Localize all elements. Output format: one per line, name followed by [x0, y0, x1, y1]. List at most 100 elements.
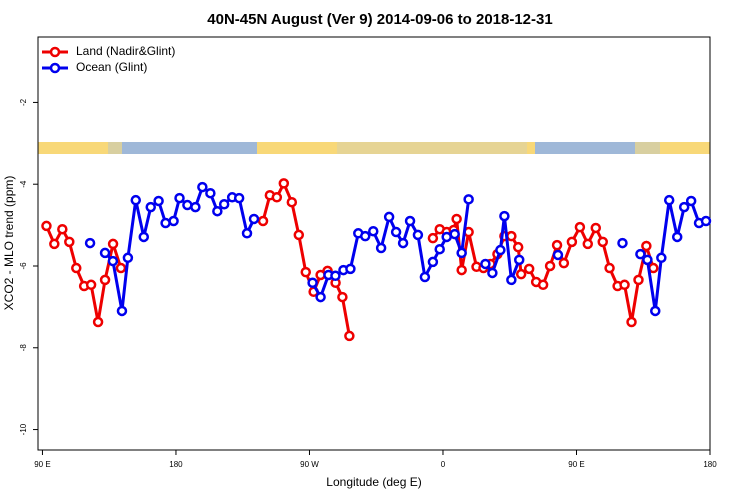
data-point	[233, 192, 245, 204]
data-point	[145, 201, 156, 213]
data-point	[138, 231, 150, 243]
data-point	[368, 225, 379, 237]
data-point	[499, 210, 510, 222]
data-point	[544, 260, 556, 272]
data-point	[375, 242, 387, 254]
data-point	[495, 244, 506, 256]
data-point	[92, 316, 104, 328]
data-point	[512, 241, 524, 253]
data-point	[197, 181, 208, 193]
data-point	[190, 201, 201, 213]
data-point	[153, 195, 164, 207]
data-point	[390, 226, 402, 238]
data-point	[412, 229, 424, 241]
data-point	[168, 215, 179, 227]
y-tick-label: -6	[19, 262, 28, 270]
data-point	[57, 223, 68, 235]
data-point	[115, 262, 127, 274]
data-point	[506, 274, 517, 286]
data-point	[590, 222, 602, 234]
data-point	[337, 291, 348, 303]
data-point	[218, 198, 230, 210]
data-point	[85, 279, 97, 291]
plot-frame	[37, 36, 711, 451]
data-point	[537, 279, 549, 291]
data-point	[330, 270, 341, 282]
data-point	[278, 178, 290, 189]
data-point	[116, 305, 128, 317]
x-tick-label: 90 E	[34, 460, 50, 469]
strip-mixed	[108, 142, 122, 154]
data-point	[174, 192, 185, 204]
data-point	[64, 236, 75, 248]
land-ocean-strip	[38, 142, 710, 154]
data-point	[122, 252, 134, 264]
x-tick-label: 90 W	[300, 460, 319, 469]
strip-mixed	[337, 142, 527, 154]
data-point	[107, 238, 119, 250]
data-point	[685, 195, 697, 207]
data-point	[257, 215, 269, 227]
data-point	[513, 254, 525, 266]
data-point	[359, 230, 371, 242]
data-point	[300, 266, 312, 278]
data-point	[456, 264, 467, 276]
data-point	[463, 194, 474, 205]
data-point	[182, 199, 193, 211]
y-axis-label: XCO2 - MLO trend (ppm)	[2, 176, 16, 311]
data-point	[656, 252, 667, 264]
data-point	[506, 230, 517, 242]
data-point	[241, 228, 253, 239]
data-point	[404, 215, 416, 227]
data-point	[635, 248, 646, 260]
data-point	[427, 256, 439, 268]
data-point	[130, 194, 142, 206]
legend-marker	[49, 46, 61, 58]
data-point	[286, 196, 298, 208]
data-point	[566, 236, 578, 248]
data-point	[480, 258, 491, 270]
x-axis-label: Longitude (deg E)	[326, 475, 421, 489]
strip-mixed	[635, 142, 660, 154]
data-point	[212, 205, 223, 217]
data-point	[160, 217, 171, 229]
data-point	[663, 194, 675, 206]
data-point	[617, 237, 628, 249]
data-point	[619, 279, 630, 291]
data-point	[523, 263, 535, 275]
data-point	[456, 247, 467, 259]
data-point	[671, 231, 683, 243]
data-point	[582, 238, 594, 250]
data-point	[451, 213, 462, 225]
strip-land	[257, 142, 337, 154]
legend-marker	[49, 62, 61, 74]
x-tick-label: 0	[441, 460, 446, 469]
data-point	[515, 268, 527, 280]
strip-land	[527, 142, 535, 154]
data-point	[487, 267, 498, 279]
data-point	[558, 257, 570, 269]
data-point	[248, 213, 260, 225]
data-point	[552, 249, 564, 261]
legend-label: Land (Nadir&Glint)	[76, 44, 175, 58]
x-tick-label: 90 E	[568, 460, 584, 469]
data-point	[344, 330, 355, 342]
data-point	[293, 229, 305, 241]
data-point	[427, 232, 439, 244]
data-point	[604, 262, 615, 274]
strip-land	[660, 142, 710, 154]
data-point	[99, 247, 111, 259]
data-point	[383, 211, 395, 223]
data-point	[551, 239, 563, 251]
data-point	[107, 255, 119, 267]
data-point	[642, 254, 653, 266]
data-point	[633, 274, 644, 286]
strip-land	[38, 142, 108, 154]
data-point	[345, 263, 356, 275]
data-point	[574, 221, 586, 233]
data-point	[419, 271, 431, 283]
data-point	[205, 187, 216, 199]
data-point	[315, 291, 326, 303]
data-point	[626, 316, 637, 328]
